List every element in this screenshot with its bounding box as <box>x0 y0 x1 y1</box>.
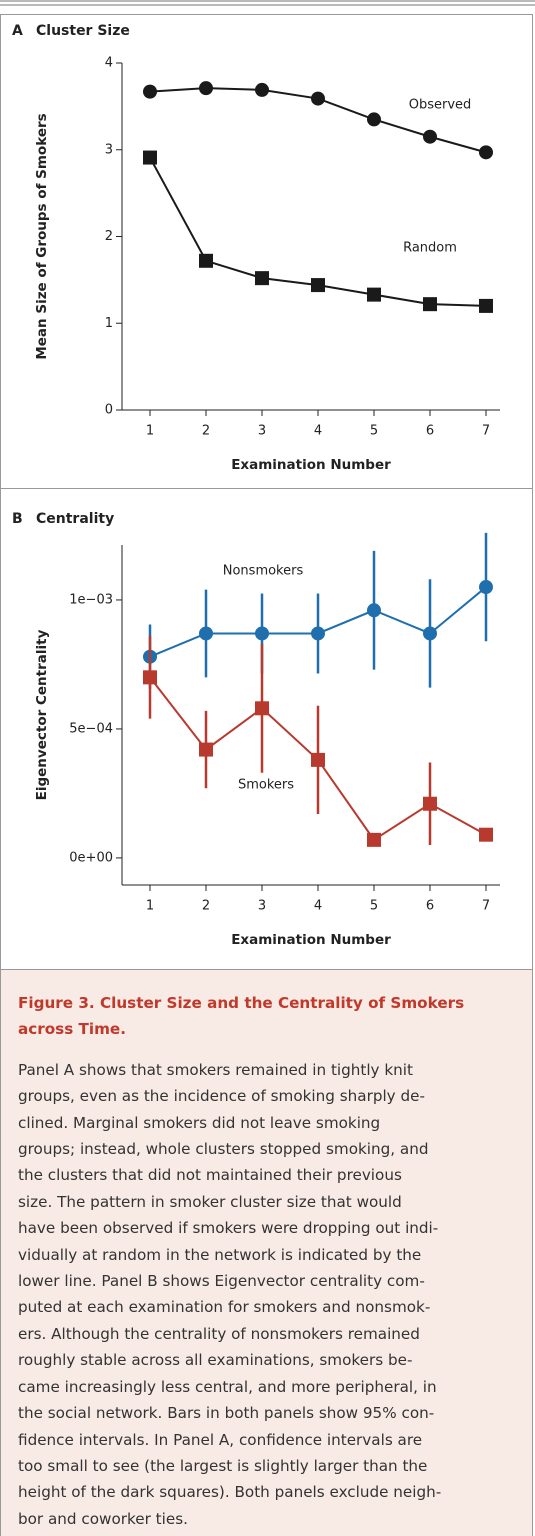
marker <box>143 150 157 165</box>
marker <box>143 670 157 685</box>
marker <box>311 752 325 767</box>
marker <box>479 145 493 160</box>
caption-heading: Figure 3. Cluster Size and the Centralit… <box>18 990 518 1043</box>
caption-line: ers. Although the centrality of nonsmoke… <box>18 1324 420 1343</box>
x-tick-label: 7 <box>482 899 490 914</box>
y-tick-label: 1 <box>105 316 113 331</box>
x-tick-label: 7 <box>482 424 490 439</box>
caption-label: Figure 3. <box>18 994 95 1012</box>
marker <box>143 84 157 99</box>
x-tick-label: 6 <box>426 899 434 914</box>
x-tick-label: 4 <box>314 899 322 914</box>
x-tick-label: 6 <box>426 424 434 439</box>
x-tick-label: 5 <box>370 899 378 914</box>
y-tick-label: 3 <box>105 142 113 157</box>
caption-line: too small to see (the largest is slightl… <box>18 1456 428 1475</box>
frame <box>0 14 533 970</box>
caption-line: groups, even as the incidence of smoking… <box>18 1087 425 1106</box>
marker <box>423 129 437 144</box>
caption-line: clined. Marginal smokers did not leave s… <box>18 1113 381 1132</box>
marker <box>423 626 437 641</box>
marker <box>479 298 493 313</box>
series-label: Smokers <box>238 778 294 793</box>
marker <box>479 827 493 842</box>
panel-label: B <box>12 511 23 527</box>
caption-line: vidually at random in the network is ind… <box>18 1245 422 1264</box>
x-tick-label: 2 <box>202 424 210 439</box>
caption-line: size. The pattern in smoker cluster size… <box>18 1192 402 1211</box>
y-tick-label: 4 <box>105 56 113 71</box>
marker <box>311 626 325 641</box>
marker <box>199 81 213 96</box>
marker <box>423 297 437 312</box>
marker <box>199 742 213 757</box>
x-axis-label: Examination Number <box>231 932 391 948</box>
series-label: Observed <box>409 98 472 113</box>
marker <box>479 580 493 595</box>
caption-line: height of the dark squares). Both panels… <box>18 1483 442 1502</box>
caption-line: fidence intervals. In Panel A, confidenc… <box>18 1430 423 1449</box>
marker <box>255 626 269 641</box>
y-tick-label: 2 <box>105 229 113 244</box>
marker <box>311 91 325 106</box>
series-label: Random <box>403 241 457 256</box>
x-tick-label: 1 <box>146 899 154 914</box>
x-tick-label: 1 <box>146 424 154 439</box>
panel-title: Centrality <box>36 511 114 527</box>
caption-title: Cluster Size and the Centrality of Smoke… <box>18 994 465 1039</box>
marker <box>199 626 213 641</box>
marker <box>255 271 269 286</box>
marker <box>367 832 381 847</box>
x-tick-label: 5 <box>370 424 378 439</box>
caption-body: Panel A shows that smokers remained in t… <box>18 1057 518 1532</box>
marker <box>255 701 269 716</box>
caption-line: bor and coworker ties. <box>18 1509 188 1528</box>
marker <box>423 796 437 811</box>
panel-label: A <box>12 23 23 39</box>
caption-line: lower line. Panel B shows Eigenvector ce… <box>18 1272 425 1291</box>
y-tick-label: 5e−04 <box>69 721 113 736</box>
x-tick-label: 4 <box>314 424 322 439</box>
caption-line: have been observed if smokers were dropp… <box>18 1219 439 1238</box>
marker <box>255 82 269 97</box>
x-axis-label: Examination Number <box>231 457 391 473</box>
caption: Figure 3. Cluster Size and the Centralit… <box>0 970 533 1536</box>
panel-title: Cluster Size <box>36 23 130 39</box>
caption-line: roughly stable across all examinations, … <box>18 1351 413 1370</box>
x-tick-label: 3 <box>258 424 266 439</box>
marker <box>367 603 381 618</box>
y-axis-label: Eigenvector Centrality <box>34 629 50 800</box>
caption-line: groups; instead, whole clusters stopped … <box>18 1140 429 1159</box>
figure: A Cluster Size 0 1 2 3 4 1 2 3 4 5 6 7 Examination Num… <box>0 0 535 970</box>
caption-line: Panel A shows that smokers remained in t… <box>18 1060 413 1079</box>
marker <box>367 287 381 302</box>
x-tick-label: 3 <box>258 899 266 914</box>
caption-line: puted at each examination for smokers an… <box>18 1298 431 1317</box>
y-tick-label: 0 <box>105 403 113 418</box>
caption-line: came increasingly less central, and more… <box>18 1377 437 1396</box>
y-axis-label: Mean Size of Groups of Smokers <box>34 113 50 359</box>
series-label: Nonsmokers <box>223 564 304 579</box>
caption-line: the clusters that did not maintained the… <box>18 1166 402 1185</box>
x-tick-label: 2 <box>202 899 210 914</box>
y-tick-label: 1e−03 <box>69 592 113 607</box>
marker <box>367 112 381 127</box>
marker <box>311 278 325 293</box>
caption-line: the social network. Bars in both panels … <box>18 1404 435 1423</box>
y-tick-label: 0e+00 <box>69 850 113 865</box>
marker <box>199 253 213 268</box>
